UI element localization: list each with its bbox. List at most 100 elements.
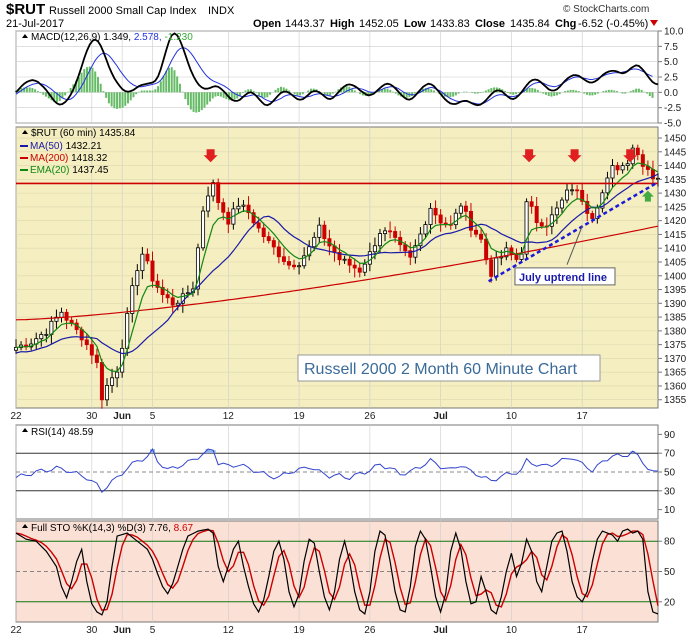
rsi-overbought-shade bbox=[205, 449, 211, 454]
macd-histogram-bar bbox=[326, 92, 329, 96]
macd-histogram-bar bbox=[331, 92, 334, 94]
macd-histogram-bar bbox=[613, 90, 616, 93]
macd-histogram-bar bbox=[146, 90, 149, 93]
date-tick-label: 10 bbox=[506, 411, 518, 422]
macd-histogram-bar bbox=[239, 92, 242, 97]
macd-histogram-bar bbox=[476, 92, 479, 94]
legend-triangle-icon bbox=[22, 34, 28, 38]
macd-histogram-bar bbox=[154, 89, 157, 93]
candle-body bbox=[211, 182, 216, 197]
macd-histogram-bar bbox=[463, 91, 466, 93]
price-legend: $RUT (60 min) 1435.84 bbox=[31, 128, 136, 139]
macd-histogram-bar bbox=[23, 87, 26, 93]
candle-body bbox=[130, 285, 135, 314]
candle-body bbox=[59, 311, 64, 318]
candle-body bbox=[246, 204, 251, 214]
candle-body bbox=[180, 293, 185, 304]
macd-histogram-bar bbox=[550, 92, 553, 97]
uptrend-label-box bbox=[514, 267, 616, 286]
macd-histogram-bar bbox=[651, 92, 654, 98]
macd-histogram-bar bbox=[64, 92, 67, 96]
candle-body bbox=[352, 264, 357, 269]
down-arrow-marker-icon bbox=[567, 149, 582, 163]
low-value: 1433.83 bbox=[430, 18, 470, 30]
macd-histogram-bar bbox=[490, 88, 493, 93]
macd-histogram-bar bbox=[96, 77, 99, 93]
macd-axis-tick-label: 7.5 bbox=[664, 42, 678, 53]
price-axis-tick-label: 1435 bbox=[664, 175, 687, 186]
macd-histogram-bar bbox=[124, 92, 127, 106]
candle-body bbox=[539, 222, 544, 227]
macd-histogram-bar bbox=[359, 92, 362, 95]
uptrend-callout-line bbox=[566, 225, 583, 265]
macd-histogram-bar bbox=[558, 92, 561, 95]
macd-histogram-bar bbox=[602, 91, 605, 93]
rsi-overbought-shade bbox=[630, 451, 636, 454]
candle-body bbox=[565, 189, 570, 201]
macd-histogram-bar bbox=[345, 86, 348, 93]
candle-body bbox=[206, 195, 211, 212]
macd-histogram-bar bbox=[334, 91, 337, 93]
candle-body bbox=[94, 354, 99, 363]
macd-histogram-bar bbox=[266, 92, 269, 98]
macd-histogram-bar bbox=[575, 90, 578, 93]
candle-body bbox=[423, 224, 428, 235]
ticker-symbol: $RUT bbox=[6, 1, 45, 18]
macd-histogram-bar bbox=[329, 92, 332, 96]
candle-body bbox=[221, 202, 226, 213]
rsi-overbought-shade bbox=[149, 449, 155, 454]
candle-body bbox=[554, 207, 559, 216]
macd-histogram-bar bbox=[25, 87, 28, 93]
low-label: Low bbox=[404, 18, 426, 30]
price-axis-tick-label: 1395 bbox=[664, 285, 687, 296]
macd-histogram-bar bbox=[214, 92, 217, 97]
candle-body bbox=[292, 264, 297, 268]
candle-body bbox=[585, 200, 590, 214]
sto-legend-d: 8.67 bbox=[174, 523, 194, 534]
macd-histogram-bar bbox=[542, 92, 545, 94]
price-axis-tick-label: 1415 bbox=[664, 230, 687, 241]
macd-legend-part-1: 1.349, bbox=[103, 32, 134, 43]
macd-histogram-bar bbox=[509, 92, 512, 95]
price-axis-tick-label: 1440 bbox=[664, 161, 687, 172]
macd-histogram-bar bbox=[553, 92, 556, 97]
candle-body bbox=[534, 205, 539, 224]
candle-body bbox=[549, 214, 554, 227]
macd-histogram-bar bbox=[648, 92, 651, 97]
macd-histogram-bar bbox=[211, 92, 214, 99]
candle-body bbox=[302, 255, 307, 267]
candle-body bbox=[201, 210, 206, 249]
macd-histogram-bar bbox=[282, 87, 285, 93]
candle-body bbox=[271, 240, 276, 248]
date-tick-label: Jul bbox=[433, 411, 448, 422]
chg-value: -6.52 (-0.45%) bbox=[578, 18, 648, 30]
rsi-axis-tick-label: 90 bbox=[664, 430, 676, 441]
down-arrow-marker-icon bbox=[522, 149, 537, 163]
candle-body bbox=[357, 267, 362, 273]
rsi-panel bbox=[15, 424, 659, 520]
macd-histogram-bar bbox=[222, 92, 225, 98]
candle-body bbox=[286, 261, 291, 266]
macd-histogram-bar bbox=[629, 91, 632, 93]
ma50-line bbox=[15, 173, 659, 355]
close-value: 1435.84 bbox=[510, 18, 550, 30]
macd-histogram-bar bbox=[236, 92, 239, 99]
macd-histogram-bar bbox=[263, 92, 266, 98]
macd-histogram-bar bbox=[189, 92, 192, 110]
macd-histogram-bar bbox=[187, 92, 190, 106]
macd-histogram-bar bbox=[140, 90, 143, 93]
rsi-axis-tick-label: 70 bbox=[664, 449, 676, 460]
candle-body bbox=[367, 251, 372, 265]
macd-histogram-bar bbox=[249, 89, 252, 93]
sto-legend-k: 7.76, bbox=[149, 523, 174, 534]
candle-body bbox=[645, 166, 650, 170]
ma200-line bbox=[15, 225, 659, 321]
date-tick-label: Jun bbox=[113, 411, 131, 422]
candle-body bbox=[261, 227, 266, 238]
macd-histogram-bar bbox=[572, 89, 575, 93]
candle-body bbox=[403, 244, 408, 252]
macd-histogram-bar bbox=[394, 92, 397, 94]
ema20-legend-value: 1437.45 bbox=[72, 165, 109, 176]
macd-histogram-bar bbox=[176, 76, 179, 93]
